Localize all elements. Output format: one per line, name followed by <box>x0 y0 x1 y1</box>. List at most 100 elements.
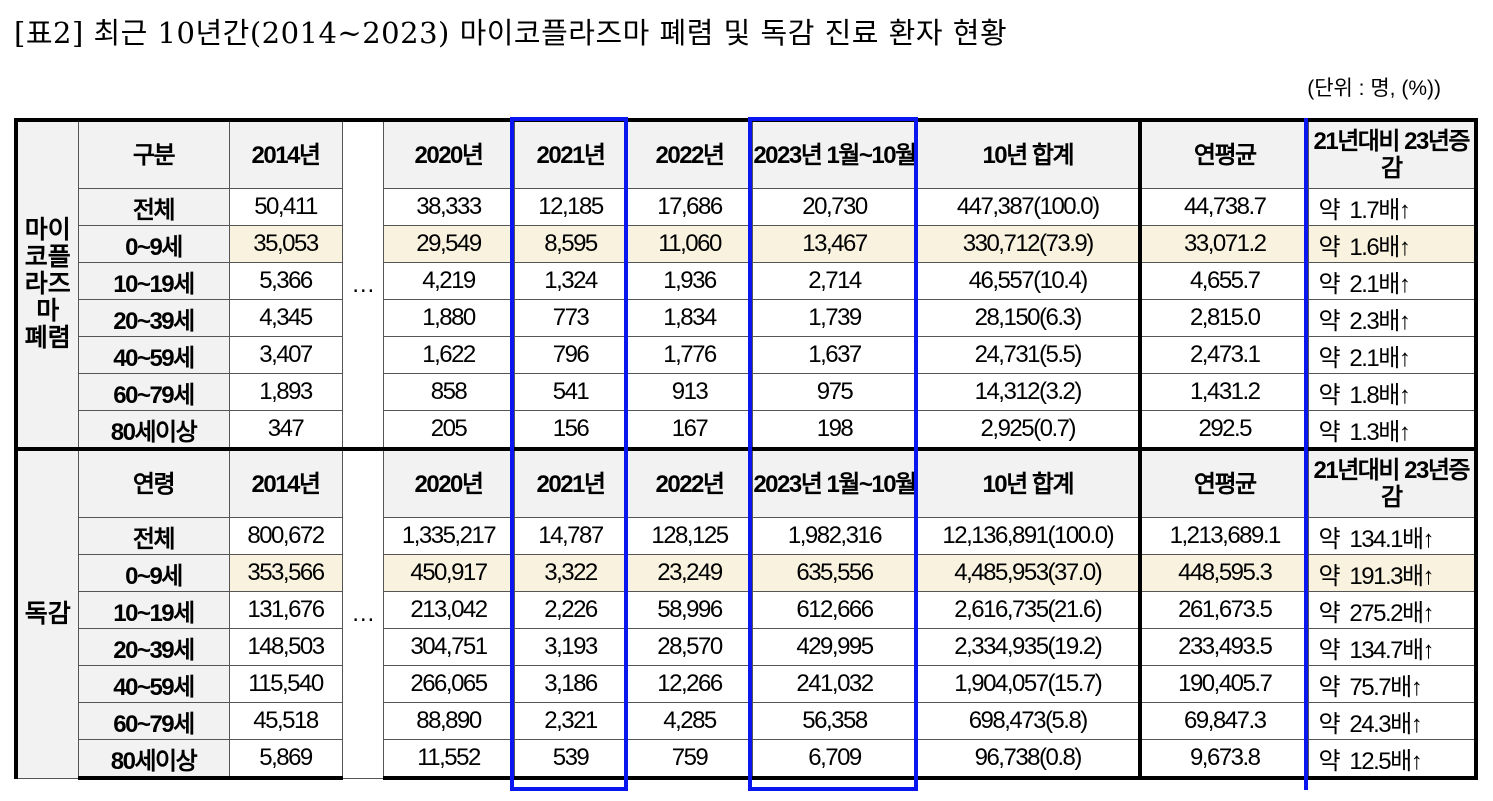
cell-y2023: 1,982,316 <box>751 517 918 555</box>
table-row: 10~19세 5,366 4,219 1,324 1,936 2,714 46,557(10… <box>16 262 1478 300</box>
cell-y2014: 353,566 <box>228 554 343 592</box>
cell-y2020: 88,890 <box>382 702 515 740</box>
cell-y2014: 131,676 <box>228 591 343 629</box>
cell-change: 약 2.1배↑ <box>1307 336 1478 374</box>
row-label: 전체 <box>77 517 230 555</box>
cell-total: 4,485,953(37.0) <box>916 554 1142 592</box>
cell-y2022: 759 <box>626 739 753 780</box>
cell-total: 96,738(0.8) <box>916 739 1142 780</box>
cell-y2020: 205 <box>382 410 515 451</box>
table-row: 60~79세 1,893 858 541 913 975 14,312(3.2) 1,431.… <box>16 373 1478 411</box>
cell-change: 약 24.3배↑ <box>1307 702 1478 740</box>
cell-y2022: 23,249 <box>626 554 753 592</box>
table-row: 80세이상 347 205 156 167 198 2,925(0.7) 292.5 약 1.3… <box>16 410 1478 451</box>
cell-y2021: 156 <box>513 410 628 451</box>
cell-y2021: 8,595 <box>513 225 628 263</box>
ellipsis-column: … <box>341 118 384 450</box>
cell-total: 2,334,935(19.2) <box>916 628 1142 666</box>
cell-y2021: 2,226 <box>513 591 628 629</box>
cell-y2021: 3,186 <box>513 665 628 703</box>
cell-y2020: 266,065 <box>382 665 515 703</box>
cell-y2021: 3,322 <box>513 554 628 592</box>
header-change: 21년대비 23년증감 <box>1307 447 1478 518</box>
header-category: 구분 <box>77 118 230 189</box>
header-total: 10년 합계 <box>916 447 1142 518</box>
header-2021: 2021년 <box>513 447 628 518</box>
cell-total: 698,473(5.8) <box>916 702 1142 740</box>
cell-y2014: 5,869 <box>228 739 343 780</box>
cell-total: 2,616,735(21.6) <box>916 591 1142 629</box>
cell-y2014: 115,540 <box>228 665 343 703</box>
cell-change: 약 1.7배↑ <box>1307 188 1478 226</box>
cell-y2022: 1,776 <box>626 336 753 374</box>
cell-y2022: 17,686 <box>626 188 753 226</box>
row-label: 전체 <box>77 188 230 226</box>
table-row: 60~79세 45,518 88,890 2,321 4,285 56,358 698,47… <box>16 702 1478 740</box>
row-label: 20~39세 <box>77 299 230 337</box>
cell-y2023: 13,467 <box>751 225 918 263</box>
cell-y2023: 56,358 <box>751 702 918 740</box>
header-avg: 연평균 <box>1139 447 1309 518</box>
cell-total: 12,136,891(100.0) <box>916 517 1142 555</box>
cell-y2020: 304,751 <box>382 628 515 666</box>
cell-avg: 190,405.7 <box>1139 665 1309 703</box>
cell-change: 약 191.3배↑ <box>1307 554 1478 592</box>
cell-avg: 4,655.7 <box>1139 262 1309 300</box>
cell-y2014: 45,518 <box>228 702 343 740</box>
row-label: 40~59세 <box>77 665 230 703</box>
cell-y2014: 800,672 <box>228 517 343 555</box>
header-row: 독감 연령 2014년… 2020년 2021년 2022년 2023년 1월~10월 10년… <box>14 447 1478 779</box>
row-label: 0~9세 <box>77 554 230 592</box>
cell-y2020: 29,549 <box>382 225 515 263</box>
cell-y2014: 148,503 <box>228 628 343 666</box>
cell-y2014: 50,411 <box>228 188 343 226</box>
table-row: 20~39세 148,503 304,751 3,193 28,570 429,995 2,… <box>16 628 1478 666</box>
cell-y2020: 1,622 <box>382 336 515 374</box>
header-avg: 연평균 <box>1139 118 1309 189</box>
table-row: 80세이상 5,869 11,552 539 759 6,709 96,738(0.8) 9,… <box>16 739 1478 780</box>
cell-y2022: 28,570 <box>626 628 753 666</box>
table-row: 40~59세 115,540 266,065 3,186 12,266 241,032 1,… <box>16 665 1478 703</box>
cell-y2022: 1,936 <box>626 262 753 300</box>
cell-y2020: 858 <box>382 373 515 411</box>
header-total: 10년 합계 <box>916 118 1142 189</box>
cell-total: 330,712(73.9) <box>916 225 1142 263</box>
cell-y2014: 3,407 <box>228 336 343 374</box>
cell-y2023: 2,714 <box>751 262 918 300</box>
cell-total: 46,557(10.4) <box>916 262 1142 300</box>
row-label: 20~39세 <box>77 628 230 666</box>
header-2023: 2023년 1월~10월 <box>751 447 918 518</box>
table-row: 0~9세 35,053 29,549 8,595 11,060 13,467 330,712… <box>16 225 1478 263</box>
cell-total: 24,731(5.5) <box>916 336 1142 374</box>
header-2020: 2020년 <box>382 447 515 518</box>
cell-total: 14,312(3.2) <box>916 373 1142 411</box>
table-row: 40~59세 3,407 1,622 796 1,776 1,637 24,731(5.5)… <box>16 336 1478 374</box>
cell-y2020: 213,042 <box>382 591 515 629</box>
ellipsis-column: … <box>341 447 384 779</box>
unit-note: (단위 : 명, (%)) <box>1307 77 1441 100</box>
cell-y2020: 4,219 <box>382 262 515 300</box>
cell-change: 약 1.6배↑ <box>1307 225 1478 263</box>
table-row: 전체 50,411 38,333 12,185 17,686 20,730 447,387(… <box>16 188 1478 226</box>
cell-total: 2,925(0.7) <box>916 410 1142 451</box>
header-2022: 2022년 <box>626 447 753 518</box>
row-label: 10~19세 <box>77 591 230 629</box>
header-2020: 2020년 <box>382 118 515 189</box>
cell-avg: 233,493.5 <box>1139 628 1309 666</box>
row-label: 10~19세 <box>77 262 230 300</box>
cell-y2020: 1,880 <box>382 299 515 337</box>
table-row: 0~9세 353,566 450,917 3,322 23,249 635,556 4,48… <box>16 554 1478 592</box>
header-2023: 2023년 1월~10월 <box>751 118 918 189</box>
cell-y2022: 4,285 <box>626 702 753 740</box>
cell-y2020: 450,917 <box>382 554 515 592</box>
cell-avg: 292.5 <box>1139 410 1309 451</box>
header-2022: 2022년 <box>626 118 753 189</box>
table-row: 전체 800,672 1,335,217 14,787 128,125 1,982,316… <box>16 517 1478 555</box>
cell-y2023: 612,666 <box>751 591 918 629</box>
cell-y2014: 35,053 <box>228 225 343 263</box>
cell-y2023: 1,739 <box>751 299 918 337</box>
cell-y2021: 773 <box>513 299 628 337</box>
cell-change: 약 1.3배↑ <box>1307 410 1478 451</box>
cell-y2022: 12,266 <box>626 665 753 703</box>
cell-y2022: 58,996 <box>626 591 753 629</box>
